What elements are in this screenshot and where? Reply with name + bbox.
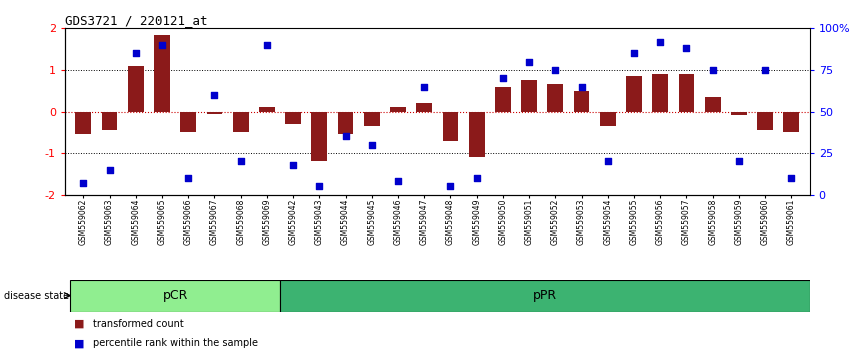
Point [417, 84, 431, 89]
Point [706, 67, 720, 73]
Bar [600, 112, 616, 126]
Point [181, 175, 195, 181]
Text: ■: ■ [74, 319, 84, 329]
Bar [207, 112, 223, 114]
Point [496, 75, 510, 81]
Point [469, 175, 483, 181]
Point [286, 162, 300, 167]
Bar [417, 103, 432, 112]
Point [260, 42, 274, 48]
Point [732, 159, 746, 164]
Point [208, 92, 222, 98]
Bar [679, 74, 695, 112]
Bar [75, 112, 91, 135]
Point [785, 175, 798, 181]
Bar [652, 74, 668, 112]
Bar [626, 76, 642, 112]
Bar [364, 112, 379, 126]
Point [129, 51, 143, 56]
Point [234, 159, 248, 164]
Text: GDS3721 / 220121_at: GDS3721 / 220121_at [65, 14, 208, 27]
Text: ■: ■ [74, 338, 84, 348]
Point [759, 67, 772, 73]
Point [339, 134, 352, 139]
Bar [547, 85, 563, 112]
Bar [259, 107, 275, 112]
Text: pCR: pCR [163, 289, 188, 302]
Point [575, 84, 589, 89]
Point [391, 178, 405, 184]
Bar [312, 112, 327, 161]
Bar [443, 112, 458, 141]
Bar [757, 112, 773, 130]
Point [601, 159, 615, 164]
Bar [521, 80, 537, 112]
Point [548, 67, 562, 73]
Bar [784, 112, 799, 132]
Bar [731, 112, 746, 115]
Bar [469, 112, 485, 157]
Point [76, 180, 90, 186]
Point [365, 142, 378, 148]
Point [680, 45, 694, 51]
Bar [285, 112, 301, 124]
Text: transformed count: transformed count [93, 319, 184, 329]
Bar [180, 112, 196, 132]
Text: percentile rank within the sample: percentile rank within the sample [93, 338, 258, 348]
Bar [705, 97, 721, 112]
Text: disease state: disease state [4, 291, 69, 301]
Point [522, 59, 536, 64]
Bar [233, 112, 249, 132]
Point [627, 51, 641, 56]
Bar [390, 107, 406, 112]
Point [155, 42, 169, 48]
Bar [573, 91, 590, 112]
Bar [70, 280, 280, 312]
Bar [495, 87, 511, 112]
Bar [280, 280, 810, 312]
Bar [101, 112, 118, 130]
Point [313, 183, 326, 189]
Bar [128, 66, 144, 112]
Point [102, 167, 116, 173]
Bar [154, 35, 170, 112]
Bar [338, 112, 353, 135]
Text: pPR: pPR [533, 289, 557, 302]
Point [653, 39, 667, 45]
Point [443, 183, 457, 189]
